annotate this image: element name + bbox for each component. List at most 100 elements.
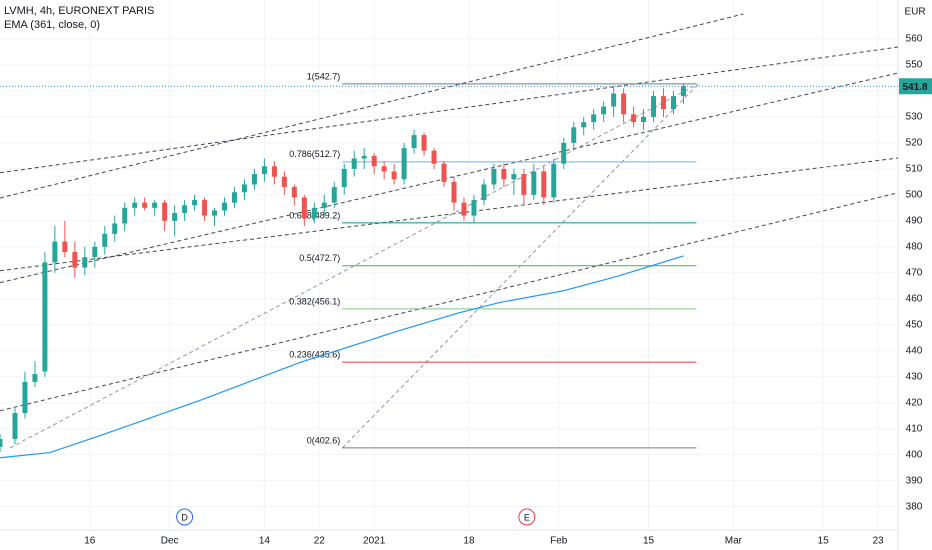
x-tick-label: 15 xyxy=(643,536,655,547)
candle-body xyxy=(631,114,637,123)
y-tick-label: 490 xyxy=(906,215,923,226)
y-tick-label: 560 xyxy=(906,34,923,45)
candle-body xyxy=(621,93,627,115)
candle-body xyxy=(461,202,467,216)
candle-body xyxy=(331,187,337,203)
fib-label: 0(402.6) xyxy=(307,435,341,445)
fib-label: 0.786(512.7) xyxy=(289,149,340,159)
candle-body xyxy=(521,174,527,195)
candle-body xyxy=(671,96,676,110)
candle-body xyxy=(441,163,447,182)
fib-label: 0.5(472.7) xyxy=(299,253,340,263)
candle-body xyxy=(511,174,517,180)
candle-body xyxy=(102,233,108,247)
candle-body xyxy=(561,142,567,164)
candle-body xyxy=(22,381,28,414)
candle-body xyxy=(661,96,667,110)
y-tick-label: 420 xyxy=(906,397,923,408)
candle-body xyxy=(641,116,647,123)
y-tick-label: 480 xyxy=(906,241,923,252)
candle-body xyxy=(182,205,188,214)
last-price-label: 541.8 xyxy=(902,82,927,93)
candle-body xyxy=(601,106,607,115)
x-tick-label: Mar xyxy=(725,536,743,547)
candle-body xyxy=(471,200,477,216)
candle-body xyxy=(52,241,58,263)
candle-body xyxy=(591,114,597,123)
last-price-badge xyxy=(899,78,932,95)
candle-body xyxy=(411,135,417,149)
y-tick-label: 510 xyxy=(906,164,923,175)
event-label: D xyxy=(181,512,188,522)
candle-body xyxy=(431,150,437,164)
candle-body xyxy=(72,252,78,268)
candle-body xyxy=(62,241,68,253)
candle-body xyxy=(192,200,198,206)
candle-body xyxy=(122,207,128,224)
y-tick-label: 460 xyxy=(906,293,923,304)
y-tick-label: 520 xyxy=(906,138,923,149)
candle-body xyxy=(491,168,497,185)
x-tick-label: 18 xyxy=(463,536,475,547)
candle-body xyxy=(381,166,387,172)
candle-body xyxy=(281,176,287,188)
x-tick-label: 22 xyxy=(314,536,326,547)
y-tick-label: 400 xyxy=(906,449,923,460)
candle-body xyxy=(152,202,158,208)
candle-body xyxy=(92,246,98,258)
y-tick-label: 390 xyxy=(906,475,923,486)
x-tick-label: 2021 xyxy=(363,536,386,547)
candle-body xyxy=(421,135,427,151)
y-tick-label: 450 xyxy=(906,319,923,330)
candle-body xyxy=(531,171,537,195)
grid xyxy=(0,0,898,530)
candle-body xyxy=(351,158,357,169)
candle-body xyxy=(271,166,277,177)
y-tick-label: 550 xyxy=(906,60,923,71)
candle-body xyxy=(132,202,138,208)
trend-line xyxy=(0,13,744,199)
y-tick-label: 410 xyxy=(906,423,923,434)
candle-body xyxy=(251,174,257,185)
candle-body xyxy=(571,127,577,143)
candle-body xyxy=(261,166,267,175)
candle-body xyxy=(112,223,118,234)
currency: EUR xyxy=(904,7,925,18)
candle-body xyxy=(162,202,168,221)
candle-body xyxy=(541,171,547,198)
candle-body xyxy=(581,122,587,128)
candle-body xyxy=(371,155,377,167)
indicator-label: EMA (361, close, 0) xyxy=(4,19,100,31)
candle-body xyxy=(611,93,617,107)
x-tick-label: Dec xyxy=(161,536,179,547)
candle-body xyxy=(551,163,557,198)
candle-body xyxy=(361,155,367,159)
x-tick-label: 16 xyxy=(84,536,96,547)
candle-body xyxy=(451,181,457,203)
fib-label: 0.236(435.6) xyxy=(289,350,340,360)
x-tick-label: Feb xyxy=(550,536,568,547)
candle-body xyxy=(501,168,507,180)
chart-title: LVMH, 4h, EURONEXT PARIS xyxy=(4,5,154,17)
y-tick-label: 440 xyxy=(906,345,923,356)
candle-body xyxy=(341,168,347,188)
candle-body xyxy=(172,213,178,221)
x-tick-label: 23 xyxy=(872,536,884,547)
axes: 380 390 400 410 420 430 440 450 460 470 480 490 500 5… xyxy=(84,34,932,547)
ema-line xyxy=(0,255,684,459)
candle-body xyxy=(301,197,307,219)
y-tick-label: 530 xyxy=(906,112,923,123)
candle-body xyxy=(202,200,208,216)
event-marker xyxy=(176,508,194,526)
trend-line xyxy=(9,83,699,449)
y-tick-label: 430 xyxy=(906,371,923,382)
event-label: E xyxy=(524,512,530,522)
candle-body xyxy=(231,192,237,203)
candle-body xyxy=(401,148,407,180)
candle-body xyxy=(82,257,88,268)
candle-body xyxy=(311,207,317,219)
y-tick-label: 500 xyxy=(906,189,923,200)
candle-body xyxy=(142,202,148,208)
